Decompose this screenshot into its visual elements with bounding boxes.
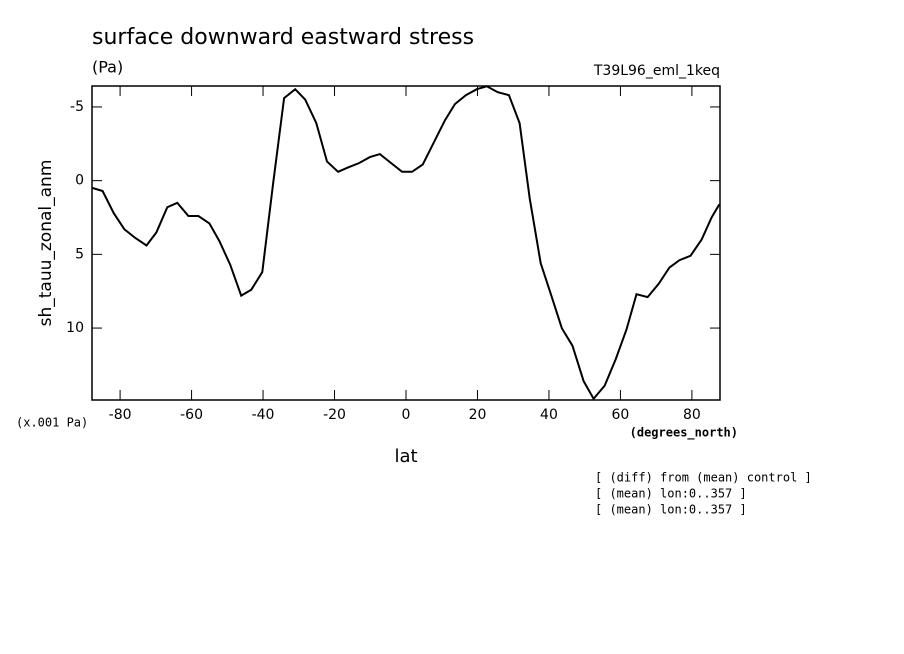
x-tick-label: 40	[540, 407, 558, 423]
note: [ (mean) lon:0..357 ]	[595, 487, 747, 501]
x-tick-label: 20	[469, 407, 487, 423]
note: [ (diff) from (mean) control ]	[595, 471, 812, 485]
x-units: (degrees_north)	[630, 426, 738, 441]
y-units: (x.001 Pa)	[16, 416, 88, 430]
x-tick-label: -60	[180, 407, 203, 423]
note: [ (mean) lon:0..357 ]	[595, 503, 747, 517]
chart-title: surface downward eastward stress	[92, 25, 474, 50]
y-tick-label: 10	[66, 320, 84, 336]
run-label: T39L96_eml_1keq	[593, 63, 720, 79]
x-tick-label: 60	[612, 407, 630, 423]
y-tick-label: 0	[75, 173, 84, 189]
x-tick-label: 0	[402, 407, 411, 423]
y-tick-label: -5	[70, 99, 84, 115]
chart-subtitle: (Pa)	[92, 58, 123, 77]
y-tick-label: 5	[75, 246, 84, 262]
x-axis-label: lat	[394, 446, 417, 467]
plot-frame	[91, 85, 721, 401]
x-tick-label: -40	[252, 407, 275, 423]
y-axis-label: sh_tauu_zonal_anm	[36, 160, 56, 327]
x-tick-label: -20	[323, 407, 346, 423]
x-tick-label: 80	[683, 407, 701, 423]
data-line	[92, 85, 721, 401]
x-tick-label: -80	[109, 407, 132, 423]
